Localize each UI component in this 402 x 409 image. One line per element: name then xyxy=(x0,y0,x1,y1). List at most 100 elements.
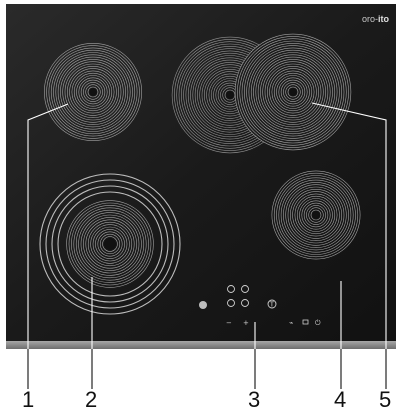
heating-coil-ring xyxy=(66,200,154,288)
heating-coil-ring xyxy=(46,45,140,139)
heating-coil-ring xyxy=(271,170,361,260)
heating-coil-ring xyxy=(64,63,122,121)
heating-coil-ring xyxy=(80,214,140,274)
callout-number-2: 2 xyxy=(85,387,97,409)
heating-coil-outer-ring xyxy=(51,185,169,303)
callout-number-1: 1 xyxy=(22,387,34,409)
timer-button[interactable] xyxy=(267,299,277,309)
heating-coil-ring xyxy=(283,82,303,102)
heating-coil-ring xyxy=(283,182,349,248)
heating-coil-ring xyxy=(87,221,133,267)
zone-center-dot xyxy=(289,88,297,96)
brand-name: ito xyxy=(378,14,389,24)
heating-coil-ring xyxy=(289,189,342,242)
heating-coil-ring xyxy=(87,86,99,98)
heating-coil-ring xyxy=(244,42,343,142)
callout-number-4: 4 xyxy=(334,387,346,409)
heating-coil-ring xyxy=(255,54,331,130)
heating-coil-ring xyxy=(276,175,356,255)
heating-coil-ring xyxy=(85,219,135,269)
zone-select-top-right[interactable] xyxy=(241,285,249,293)
heating-coil-ring xyxy=(97,231,123,257)
heating-coil-ring xyxy=(71,70,115,114)
heating-coil-ring xyxy=(48,47,138,137)
zone-center-dot xyxy=(89,88,97,96)
heating-coil-ring xyxy=(83,217,137,271)
heating-coil-outer-ring xyxy=(39,173,181,315)
lock-button[interactable]: ⌁ xyxy=(289,319,293,327)
callout-line-1 xyxy=(27,103,69,389)
heating-coil-ring xyxy=(234,33,352,151)
heating-coil-ring xyxy=(50,49,136,135)
heating-coil-ring xyxy=(264,63,322,121)
heating-coil-ring xyxy=(260,59,326,125)
heating-coil-ring xyxy=(92,226,128,262)
heating-coil-ring xyxy=(67,66,120,119)
heating-coil-ring xyxy=(73,207,147,281)
heating-coil-ring xyxy=(62,61,124,123)
zone-select-bottom-left[interactable] xyxy=(227,299,235,307)
heating-coil-ring xyxy=(53,52,133,132)
heating-coil-ring xyxy=(278,77,308,107)
callout-line-5 xyxy=(311,102,387,389)
brand-prefix: oro- xyxy=(362,14,378,24)
zone-select-top-left[interactable] xyxy=(227,285,235,293)
heating-coil-ring xyxy=(250,49,336,135)
heating-coil-ring xyxy=(237,36,349,148)
heating-coil-ring xyxy=(257,56,329,128)
boost-button[interactable] xyxy=(199,301,207,309)
heating-coil-ring xyxy=(248,47,338,137)
heating-coil-ring xyxy=(287,186,345,244)
heating-coil-ring xyxy=(310,209,322,221)
heating-coil-ring xyxy=(83,82,103,102)
timer-symbol: T xyxy=(269,301,275,309)
zone-select-bottom-right[interactable] xyxy=(241,299,249,307)
heating-coil-ring xyxy=(90,224,130,264)
heating-coil-ring xyxy=(73,72,113,112)
heating-coil-ring xyxy=(102,236,118,252)
heating-coil-ring xyxy=(287,86,299,98)
heating-coil-ring xyxy=(239,38,347,146)
heating-coil-ring xyxy=(68,202,152,286)
heating-coil-ring xyxy=(280,179,352,251)
heating-coil-ring xyxy=(43,42,143,142)
heating-coil-outer-ring xyxy=(57,191,163,297)
heating-coil-ring xyxy=(85,84,101,100)
callout-number-5: 5 xyxy=(379,387,391,409)
heating-coil-ring xyxy=(294,193,338,237)
heating-coil-ring xyxy=(95,229,125,259)
zone-center-dot xyxy=(226,91,234,99)
heating-coil-ring xyxy=(241,40,345,144)
heating-coil-ring xyxy=(99,233,121,255)
touch-control-panel: T − + ⌁ ⏻ xyxy=(199,285,321,327)
heating-coil-ring xyxy=(253,52,333,132)
brand-logo: oro-ito xyxy=(362,14,390,24)
heating-coil-ring xyxy=(80,79,106,105)
plus-button[interactable]: + xyxy=(243,319,249,327)
cooking-zone-front-double-ring xyxy=(39,173,181,315)
heating-coil-ring xyxy=(55,54,131,130)
heating-coil-ring xyxy=(285,184,347,246)
heating-coil-ring xyxy=(301,200,331,230)
zone-center-dot xyxy=(104,238,116,250)
heating-coil-ring xyxy=(78,77,108,107)
heating-coil-ring xyxy=(71,205,149,283)
heating-coil-ring xyxy=(60,59,126,125)
power-button[interactable]: ⏻ xyxy=(315,319,321,327)
heating-coil-ring xyxy=(296,195,336,235)
heating-coil-ring xyxy=(69,68,117,116)
heating-coil-ring xyxy=(273,72,313,112)
heating-coil-ring xyxy=(276,75,310,109)
heating-coil-ring xyxy=(78,212,142,276)
pause-button[interactable] xyxy=(302,319,309,325)
heating-coil-ring xyxy=(278,177,354,253)
cooking-zone-rear-right xyxy=(271,170,361,260)
heating-coil-ring xyxy=(306,205,326,225)
heating-coil-ring xyxy=(262,61,324,123)
minus-button[interactable]: − xyxy=(226,319,232,327)
heating-coil-ring xyxy=(76,75,110,109)
heating-coil-ring xyxy=(266,66,319,119)
heating-coil-ring xyxy=(273,172,359,258)
heating-coil-ring xyxy=(271,70,315,114)
